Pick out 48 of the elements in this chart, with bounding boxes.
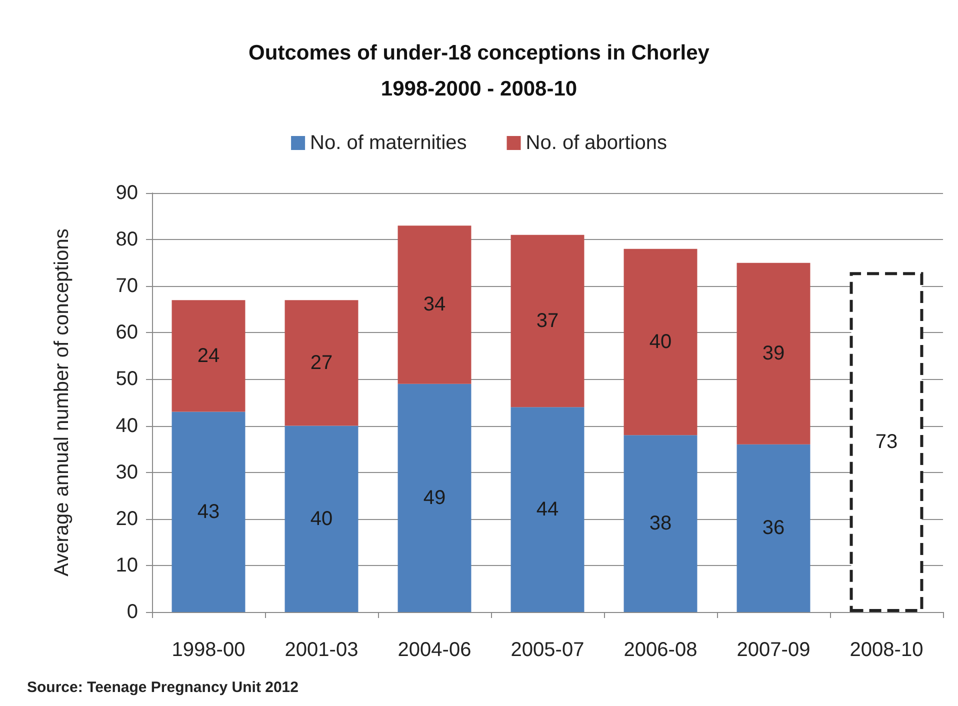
data-label: 44 bbox=[536, 498, 559, 521]
x-tick-label: 2001-03 bbox=[284, 639, 358, 661]
y-tick-label: 80 bbox=[116, 228, 138, 251]
data-label: 37 bbox=[536, 310, 559, 332]
legend-label: No. of maternities bbox=[310, 132, 467, 154]
bar bbox=[736, 444, 810, 612]
data-label: 39 bbox=[762, 342, 785, 365]
y-tick-label: 90 bbox=[116, 182, 138, 204]
data-label: 34 bbox=[423, 294, 446, 316]
bar bbox=[398, 226, 472, 384]
chart-title: Outcomes of under-18 conceptions in Chorley 1998-2000 - 2008-10 bbox=[248, 42, 710, 100]
bar bbox=[284, 300, 358, 426]
data-label: 27 bbox=[310, 352, 333, 374]
y-tick-label: 30 bbox=[116, 461, 138, 484]
y-tick-label: 50 bbox=[116, 368, 138, 390]
y-tick-label: 0 bbox=[126, 601, 138, 623]
x-tick-label: 2008-10 bbox=[850, 639, 924, 661]
y-axis-title: Average annual number of conceptions bbox=[51, 228, 73, 576]
data-label: 49 bbox=[423, 486, 446, 509]
data-label: 40 bbox=[310, 508, 333, 530]
y-tick-label: 60 bbox=[116, 322, 138, 344]
bar bbox=[398, 384, 472, 612]
bar bbox=[624, 248, 698, 436]
x-tick-label: 2005-07 bbox=[510, 639, 584, 661]
data-label: 73 bbox=[875, 431, 898, 454]
y-tick-label: 10 bbox=[116, 554, 138, 576]
x-tick-label: 1998-00 bbox=[172, 639, 246, 661]
bar bbox=[172, 300, 246, 412]
data-label: 24 bbox=[197, 344, 220, 367]
bar bbox=[172, 412, 246, 612]
x-tick-label: 2007-09 bbox=[736, 639, 810, 661]
y-tick-label: 20 bbox=[116, 508, 138, 530]
bar bbox=[510, 407, 584, 612]
bar bbox=[624, 435, 698, 612]
legend-label: No. of abortions bbox=[526, 132, 667, 154]
bar bbox=[850, 272, 924, 612]
data-label: 36 bbox=[762, 517, 785, 540]
bar bbox=[510, 234, 584, 408]
bar bbox=[736, 262, 810, 444]
x-tick-label: 2006-08 bbox=[624, 639, 698, 661]
y-tick-label: 70 bbox=[116, 275, 138, 298]
data-label: 43 bbox=[197, 500, 220, 523]
data-label: 40 bbox=[649, 330, 672, 353]
data-label: 38 bbox=[649, 512, 672, 535]
bar bbox=[284, 426, 358, 612]
source-note: Source: Teenage Pregnancy Unit 2012 bbox=[27, 679, 298, 696]
y-tick-label: 40 bbox=[116, 414, 138, 437]
x-tick-label: 2004-06 bbox=[398, 639, 472, 661]
